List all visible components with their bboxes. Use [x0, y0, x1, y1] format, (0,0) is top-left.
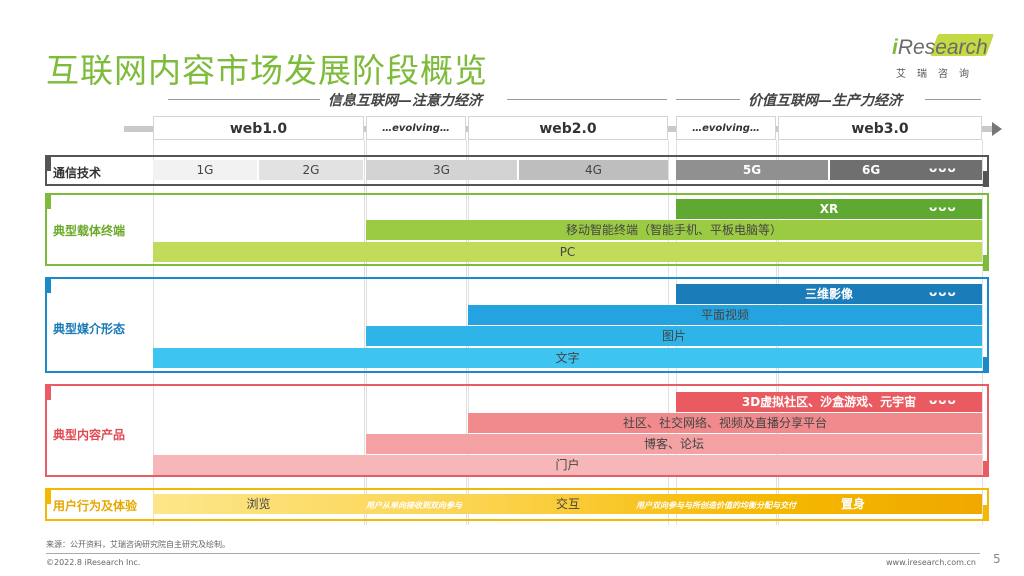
behavior-transition-1: 用户从单向接收到双向参与 [366, 501, 462, 510]
row-label-comm: 通信技术 [53, 166, 102, 180]
arrow-head-icon [992, 122, 1002, 136]
source-note: 来源：公开资料，艾瑞咨询研究院自主研究及绘制。 [46, 540, 230, 549]
era-label-info: 信息互联网—注意力经济 [328, 93, 482, 109]
column-evolving-1: …evolving… [366, 116, 466, 140]
column-evolving-2: …evolving… [676, 116, 776, 140]
iresearch-logo: iResearch 艾瑞咨询 [892, 30, 995, 84]
page-number: 5 [993, 552, 1001, 566]
content-bar-blog: 博客、论坛 [366, 434, 982, 454]
footer-divider [46, 553, 980, 554]
column-web2: web2.0 [468, 116, 668, 140]
comm-cell-3g: 3G [366, 160, 517, 180]
page-title: 互联网内容市场发展阶段概览 [46, 51, 488, 90]
row-label-media: 典型媒介形态 [53, 322, 126, 336]
more-dots-icon: ᴗᴗᴗ [929, 200, 957, 214]
row-media-frame [45, 277, 989, 373]
row-label-behavior: 用户行为及体验 [53, 499, 138, 513]
behavior-stage-immerse: 置身 [840, 497, 865, 511]
comm-cell-6g: 6G [830, 160, 982, 180]
era-label-value: 价值互联网—生产力经济 [748, 93, 902, 109]
more-dots-icon: ᴗᴗᴗ [929, 161, 957, 175]
row-terminal-frame [45, 193, 989, 266]
comm-cell-4g: 4G [519, 160, 668, 180]
footer-url[interactable]: www.iresearch.com.cn [886, 558, 976, 567]
row-label-terminal: 典型载体终端 [53, 224, 126, 238]
column-web3: web3.0 [778, 116, 982, 140]
content-bar-social: 社区、社交网络、视频及直播分享平台 [468, 413, 982, 433]
column-web1: web1.0 [153, 116, 364, 140]
terminal-bar-mobile: 移动智能终端（智能手机、平板电脑等） [366, 220, 982, 240]
media-bar-text: 文字 [153, 348, 982, 368]
row-label-content: 典型内容产品 [53, 428, 126, 442]
media-bar-image: 图片 [366, 326, 982, 346]
media-bar-3d: 三维影像 [676, 284, 982, 304]
content-bar-3d: 3D虚拟社区、沙盒游戏、元宇宙 [676, 392, 982, 412]
copyright: ©2022.8 iResearch Inc. [46, 558, 141, 567]
behavior-stage-interact: 交互 [555, 497, 580, 511]
behavior-transition-2: 用户双向参与与所创造价值的均衡分配与交付 [636, 501, 796, 510]
more-dots-icon: ᴗᴗᴗ [929, 285, 957, 299]
terminal-bar-xr: XR [676, 199, 982, 219]
comm-cell-2g: 2G [259, 160, 363, 180]
comm-cell-5g: 5G [676, 160, 828, 180]
row-behavior-frame [45, 488, 989, 521]
content-bar-portal: 门户 [153, 455, 982, 475]
comm-cell-1g: 1G [153, 160, 257, 180]
behavior-bar [153, 494, 982, 514]
terminal-bar-pc: PC [153, 242, 982, 262]
more-dots-icon: ᴗᴗᴗ [929, 393, 957, 407]
media-bar-video: 平面视频 [468, 305, 982, 325]
row-content-frame [45, 384, 989, 477]
behavior-stage-browse: 浏览 [246, 497, 271, 511]
